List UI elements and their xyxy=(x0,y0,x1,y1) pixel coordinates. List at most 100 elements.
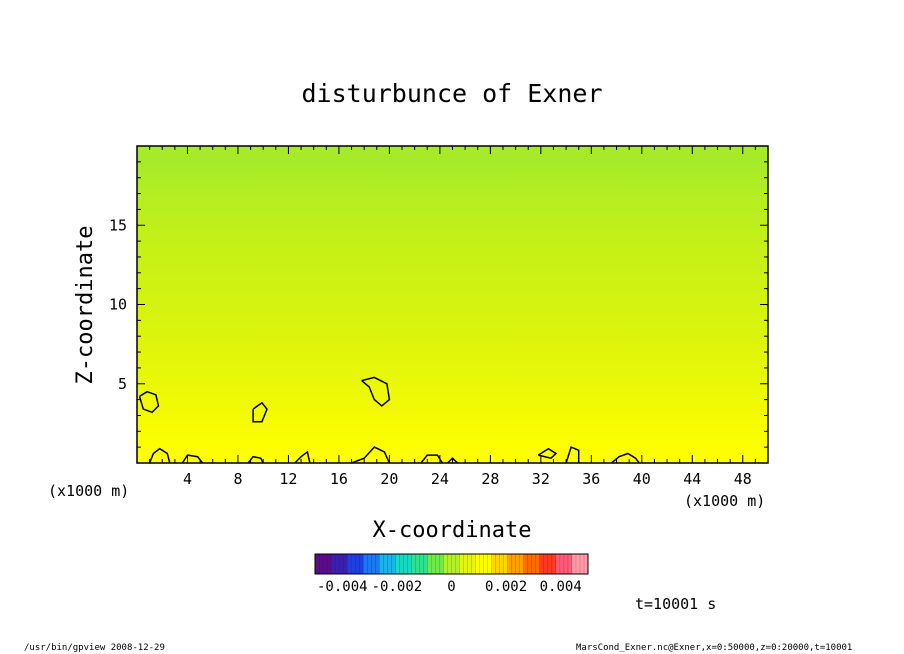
colorbar-cell xyxy=(503,553,509,575)
colorbar-cell xyxy=(435,553,440,575)
colorbar-cell xyxy=(579,553,585,575)
colorbar-cell xyxy=(531,553,537,575)
colorbar-cell xyxy=(451,553,457,575)
contour-bottom-7 xyxy=(446,457,459,464)
colorbar-cell xyxy=(371,553,376,575)
colorbar-cell xyxy=(423,553,428,575)
colorbar-cell xyxy=(499,553,505,575)
footer-left-info: /usr/bin/gpview 2008-12-29 xyxy=(24,643,165,653)
x-tick-label: 28 xyxy=(481,470,499,488)
x-unit-left: (x1000 m) xyxy=(48,482,129,500)
time-label: t=10001 s xyxy=(635,595,716,613)
contour-bottom-9 xyxy=(565,446,580,464)
colorbar-cell xyxy=(399,553,404,575)
x-tick-label: 16 xyxy=(330,470,348,488)
colorbar-cell xyxy=(471,553,477,575)
colorbar-cell xyxy=(495,553,501,575)
y-tick-label: 15 xyxy=(109,216,127,234)
colorbar-cell xyxy=(439,553,444,575)
contour-bottom-1 xyxy=(148,447,171,464)
x-tick-label: 44 xyxy=(683,470,701,488)
colorbar-tick-label: -0.004 xyxy=(317,579,368,595)
x-tick-label: 36 xyxy=(582,470,600,488)
colorbar-cell xyxy=(391,553,396,575)
colorbar-cell xyxy=(551,553,557,575)
colorbar-cell xyxy=(334,553,340,575)
colorbar-cell xyxy=(567,553,573,575)
footer-right-info: MarsCond_Exner.nc@Exner,x=0:50000,z=0:20… xyxy=(576,643,852,653)
colorbar-cell xyxy=(383,553,388,575)
colorbar-cell xyxy=(507,553,513,575)
colorbar-cell xyxy=(475,553,481,575)
colorbar-cell xyxy=(559,553,565,575)
colorbar-cell xyxy=(354,553,360,575)
contour-9 xyxy=(252,401,268,423)
colorbar-tick-label: 0.004 xyxy=(540,579,582,595)
contour-bottom-4 xyxy=(294,450,311,464)
colorbar-cell xyxy=(411,553,416,575)
colorbar-cell xyxy=(379,553,384,575)
x-tick-label: 4 xyxy=(183,470,192,488)
x-tick-label: 48 xyxy=(734,470,752,488)
field-gradient xyxy=(137,146,768,463)
colorbar-cell xyxy=(443,553,448,575)
contour-20 xyxy=(361,376,391,407)
contour-bottom-10 xyxy=(611,452,640,464)
colorbar-cell xyxy=(539,553,545,575)
colorbar-cell xyxy=(491,553,497,575)
x-unit-right: (x1000 m) xyxy=(684,492,765,510)
contour-bottom-8 xyxy=(537,447,558,460)
colorbar-cell xyxy=(358,553,364,575)
colorbar-cell xyxy=(455,553,461,575)
x-tick-label: 24 xyxy=(431,470,449,488)
x-tick-label: 40 xyxy=(633,470,651,488)
colorbar-tick-label: 0 xyxy=(447,579,455,595)
colorbar-cell xyxy=(543,553,549,575)
colorbar-cell xyxy=(322,553,328,575)
colorbar-cell xyxy=(463,553,469,575)
colorbar-cell xyxy=(427,553,432,575)
chart-title: disturbunce of Exner xyxy=(301,79,602,108)
colorbar-cell xyxy=(415,553,420,575)
colorbar-cell xyxy=(375,553,380,575)
colorbar-frame xyxy=(314,553,589,575)
colorbar-tick-label: -0.002 xyxy=(372,579,423,595)
colorbar-cell xyxy=(575,553,581,575)
y-tick-label: 10 xyxy=(109,296,127,314)
colorbar-cell xyxy=(487,553,493,575)
colorbar-cell xyxy=(314,553,320,575)
colorbar-cell xyxy=(342,553,348,575)
colorbar-cell xyxy=(407,553,412,575)
contour-bottom-5 xyxy=(351,446,391,464)
colorbar-cell xyxy=(419,553,424,575)
colorbar-cell xyxy=(387,553,392,575)
colorbar-cell xyxy=(330,553,336,575)
colorbar: -0.004 -0.002 0 0.002 0.004 xyxy=(314,553,589,595)
colorbar-cell xyxy=(350,553,356,575)
colorbar-cell xyxy=(527,553,533,575)
colorbar-cell xyxy=(338,553,344,575)
x-tick-label: 8 xyxy=(233,470,242,488)
colorbar-cell xyxy=(515,553,521,575)
field-shading xyxy=(137,146,768,463)
colorbar-cell xyxy=(571,553,577,575)
colorbar-cell xyxy=(362,553,368,575)
colorbar-cell xyxy=(555,553,561,575)
colorbar-cell xyxy=(563,553,569,575)
colorbar-cell xyxy=(483,553,489,575)
colorbar-cell xyxy=(511,553,517,575)
colorbar-cell xyxy=(519,553,525,575)
colorbar-cell xyxy=(346,553,352,575)
colorbar-cell xyxy=(467,553,473,575)
colorbar-cell xyxy=(395,553,400,575)
x-tick-label: 32 xyxy=(532,470,550,488)
y-tick-label: 5 xyxy=(118,375,127,393)
colorbar-cell xyxy=(326,553,332,575)
colorbar-cell xyxy=(535,553,541,575)
contour-left xyxy=(138,390,160,414)
colorbar-cell xyxy=(447,553,452,575)
colorbar-cell xyxy=(479,553,485,575)
